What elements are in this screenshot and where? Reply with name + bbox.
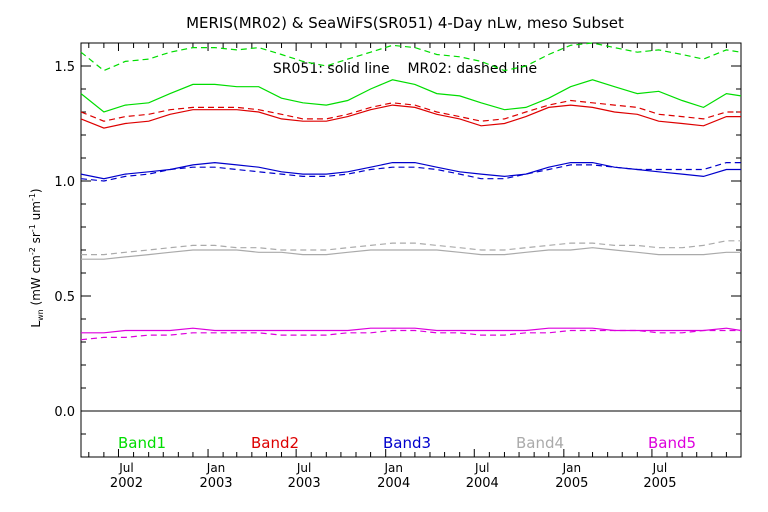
x-tick-month-label: Jan (383, 461, 403, 475)
x-tick-month-label: Jul (474, 461, 489, 475)
y-tick-label: 1.0 (54, 175, 75, 190)
y-axis-label-exp2: -1 (28, 224, 37, 232)
band1-mr02-dashed-line (80, 42, 742, 72)
y-axis-label-exp1: -2 (28, 247, 37, 255)
x-tick-year-label: 2005 (555, 476, 588, 491)
x-tick-month-label: Jul (118, 461, 133, 475)
band-label-band1: Band1 (118, 434, 166, 452)
x-tick-year-label: 2003 (288, 476, 321, 491)
band4-sr051-solid-line (81, 247, 741, 260)
y-axis-label-exp3: -1 (28, 193, 37, 201)
band5-sr051-solid-line (81, 327, 742, 334)
band-label-band4: Band4 (516, 434, 564, 452)
x-tick-year-label: 2004 (466, 476, 499, 491)
chart-title: MERIS(MR02) & SeaWiFS(SR051) 4-Day nLw, … (186, 14, 624, 32)
x-tick-year-label: 2005 (643, 476, 676, 491)
band2-sr051-solid-line (80, 104, 741, 129)
y-tick-label: 1.5 (54, 60, 75, 75)
y-axis-label-base: L (29, 321, 43, 328)
band3-sr051-solid-line (80, 161, 741, 180)
y-axis-label: Lwn (mW cm-2 sr-1 um-1) (28, 188, 45, 327)
band5-mr02-dashed-line (80, 329, 741, 341)
svg-text:Lwn (mW cm-2 sr-1 um-1): Lwn (mW cm-2 sr-1 um-1) (28, 188, 45, 327)
band3-mr02-dashed-line (80, 162, 741, 182)
chart-subtitle: SR051: solid line MR02: dashed line (273, 61, 537, 77)
y-axis-label-sr: sr (29, 232, 43, 247)
band-label-band2: Band2 (251, 434, 299, 452)
band4-mr02-dashed-line (81, 240, 741, 256)
band-label-band5: Band5 (648, 434, 696, 452)
y-axis-label-subscript: wn (36, 309, 45, 321)
x-tick-year-label: 2003 (199, 476, 232, 491)
band-label-band3: Band3 (383, 434, 431, 452)
y-axis-label-um: um (29, 201, 43, 224)
y-axis-label-close: ) (29, 188, 43, 193)
band2-mr02-dashed-line (80, 99, 741, 122)
y-tick-label: 0.0 (54, 405, 75, 420)
y-tick-label: 0.5 (54, 290, 75, 305)
x-tick-month-label: Jan (206, 461, 226, 475)
y-axis-label-units: (mW cm (29, 255, 43, 305)
x-tick-month-label: Jan (562, 461, 582, 475)
band1-sr051-solid-line (80, 79, 742, 113)
x-tick-month-label: Jul (652, 461, 667, 475)
x-tick-year-label: 2002 (110, 476, 143, 491)
x-tick-month-label: Jul (296, 461, 311, 475)
x-tick-year-label: 2004 (377, 476, 410, 491)
